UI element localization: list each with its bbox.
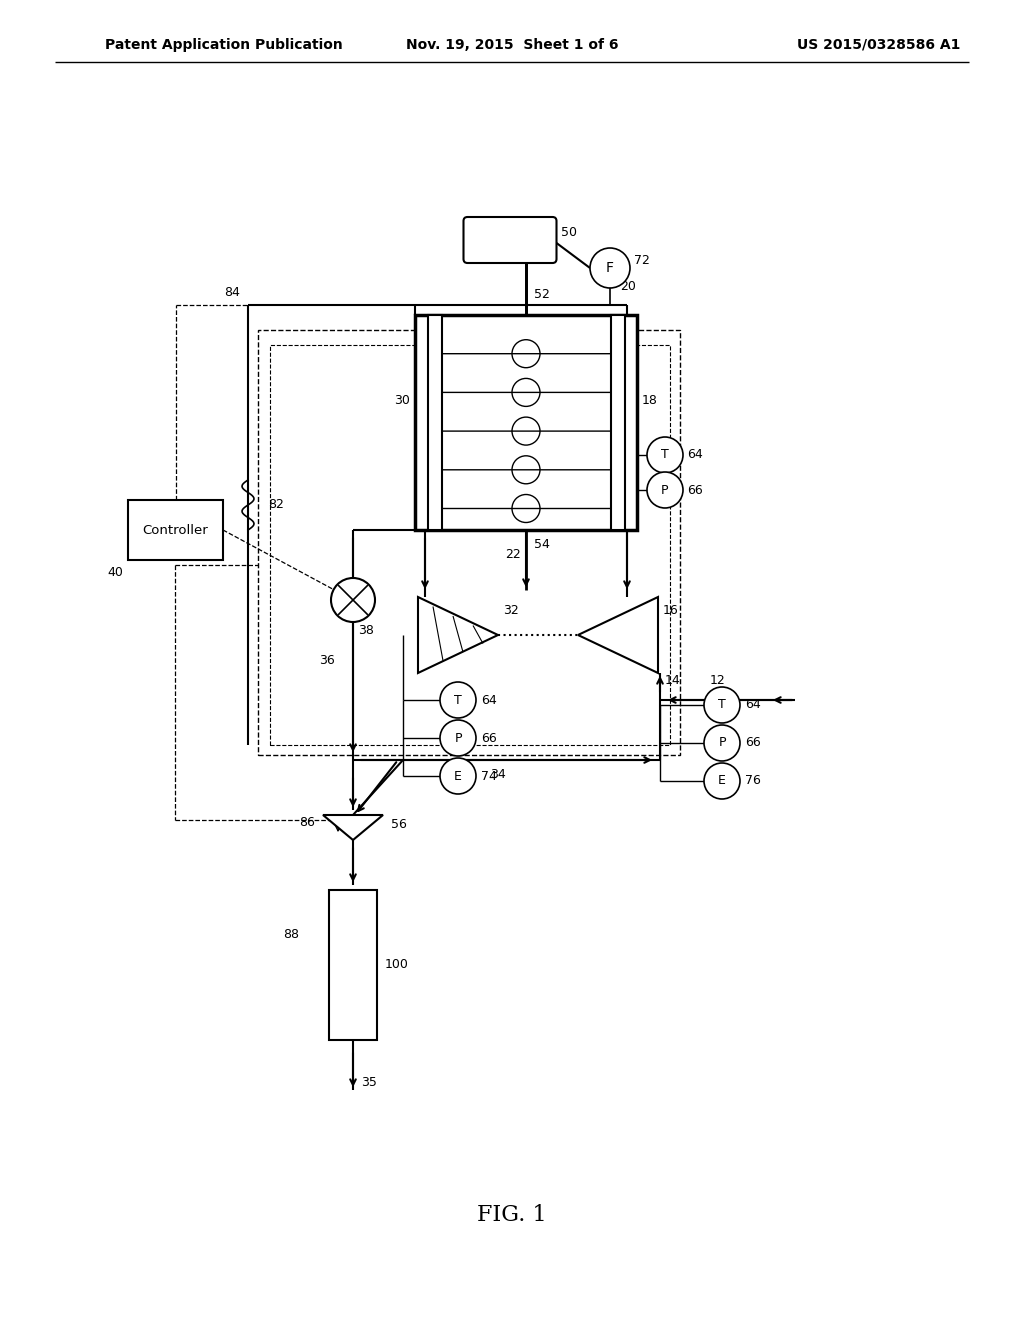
Text: T: T [662,449,669,462]
Text: 84: 84 [224,286,240,300]
Text: 18: 18 [642,395,657,408]
Circle shape [647,437,683,473]
Bar [611,315,625,531]
Circle shape [440,719,476,756]
Text: P: P [718,737,726,750]
Text: 76: 76 [745,775,761,788]
Circle shape [440,682,476,718]
Text: 40: 40 [108,565,123,578]
Text: 12: 12 [710,673,726,686]
Text: Patent Application Publication: Patent Application Publication [105,38,343,51]
Text: 64: 64 [745,698,761,711]
Text: 32: 32 [503,603,519,616]
Circle shape [647,473,683,508]
Text: 22: 22 [505,549,521,561]
Text: 66: 66 [481,731,497,744]
Text: 82: 82 [268,499,284,511]
Text: 36: 36 [319,653,335,667]
Text: T: T [718,698,726,711]
Text: 56: 56 [391,818,407,832]
Text: 64: 64 [481,693,497,706]
Text: 52: 52 [534,289,550,301]
Circle shape [440,758,476,795]
Text: 34: 34 [490,768,506,781]
Bar [329,890,377,1040]
Text: 20: 20 [620,280,636,293]
Circle shape [705,686,740,723]
FancyBboxPatch shape [464,216,556,263]
Text: 64: 64 [687,449,702,462]
Text: Controller: Controller [142,524,208,536]
Circle shape [705,763,740,799]
Text: 88: 88 [283,928,299,941]
Bar [128,500,223,560]
Text: 66: 66 [687,483,702,496]
Text: 35: 35 [361,1076,377,1089]
Text: E: E [718,775,726,788]
Text: 38: 38 [358,623,374,636]
Text: F: F [606,261,614,275]
Text: US 2015/0328586 A1: US 2015/0328586 A1 [797,38,961,51]
Text: 74: 74 [481,770,497,783]
Bar [415,315,637,531]
Circle shape [331,578,375,622]
Circle shape [705,725,740,762]
Text: 100: 100 [385,958,409,972]
Text: 86: 86 [299,816,315,829]
Text: 72: 72 [634,253,650,267]
Text: 16: 16 [663,603,679,616]
Bar [258,330,680,755]
Text: Nov. 19, 2015  Sheet 1 of 6: Nov. 19, 2015 Sheet 1 of 6 [406,38,618,51]
Polygon shape [323,814,383,840]
Text: 54: 54 [534,539,550,552]
Text: T: T [454,693,462,706]
Circle shape [590,248,630,288]
Bar [270,345,670,744]
Text: 14: 14 [665,673,681,686]
Text: 50: 50 [560,226,577,239]
Text: 30: 30 [394,395,410,408]
Bar [428,315,442,531]
Text: 66: 66 [745,737,761,750]
Text: E: E [454,770,462,783]
Text: P: P [662,483,669,496]
Text: P: P [455,731,462,744]
Text: FIG. 1: FIG. 1 [477,1204,547,1226]
